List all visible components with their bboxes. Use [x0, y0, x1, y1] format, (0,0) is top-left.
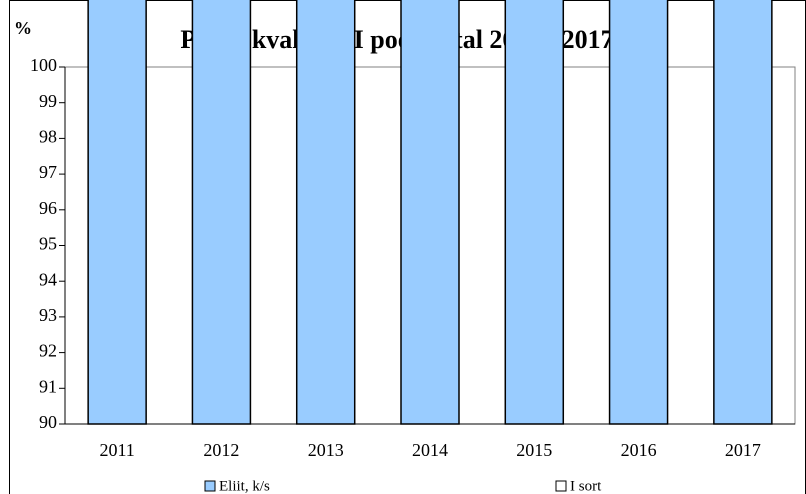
bar-segment	[295, 0, 356, 425]
legend-label: Eliit, k/s	[219, 478, 270, 494]
y-axis-label: %	[14, 18, 32, 38]
legend-label: I sort	[570, 478, 602, 494]
bar-segment	[713, 0, 773, 425]
y-tick-label: 92	[39, 341, 57, 361]
bar-segment	[191, 0, 252, 425]
y-tick-label: 96	[39, 198, 57, 218]
y-tick-label: 93	[39, 305, 57, 325]
bar-segment	[504, 0, 565, 425]
bar-segment	[400, 0, 460, 425]
bar-segment	[87, 0, 147, 425]
y-tick-label: 99	[39, 91, 57, 111]
x-tick-label: 2012	[203, 440, 239, 460]
x-tick-label: 2015	[516, 440, 552, 460]
y-tick-label: 100	[30, 55, 57, 75]
y-tick-label: 94	[39, 269, 57, 289]
y-tick-label: 97	[39, 162, 57, 182]
bar-segment	[608, 0, 669, 425]
x-tick-label: 2017	[725, 440, 761, 460]
y-tick-label: 95	[39, 234, 57, 254]
legend-swatch	[555, 480, 567, 492]
y-tick-label: 98	[39, 127, 57, 147]
y-tick-label: 91	[39, 376, 57, 396]
x-tick-label: 2011	[99, 440, 134, 460]
y-tick-label: 90	[39, 412, 57, 432]
x-tick-label: 2014	[412, 440, 448, 460]
x-tick-label: 2016	[621, 440, 657, 460]
legend-swatch	[204, 480, 216, 492]
x-tick-label: 2013	[308, 440, 344, 460]
